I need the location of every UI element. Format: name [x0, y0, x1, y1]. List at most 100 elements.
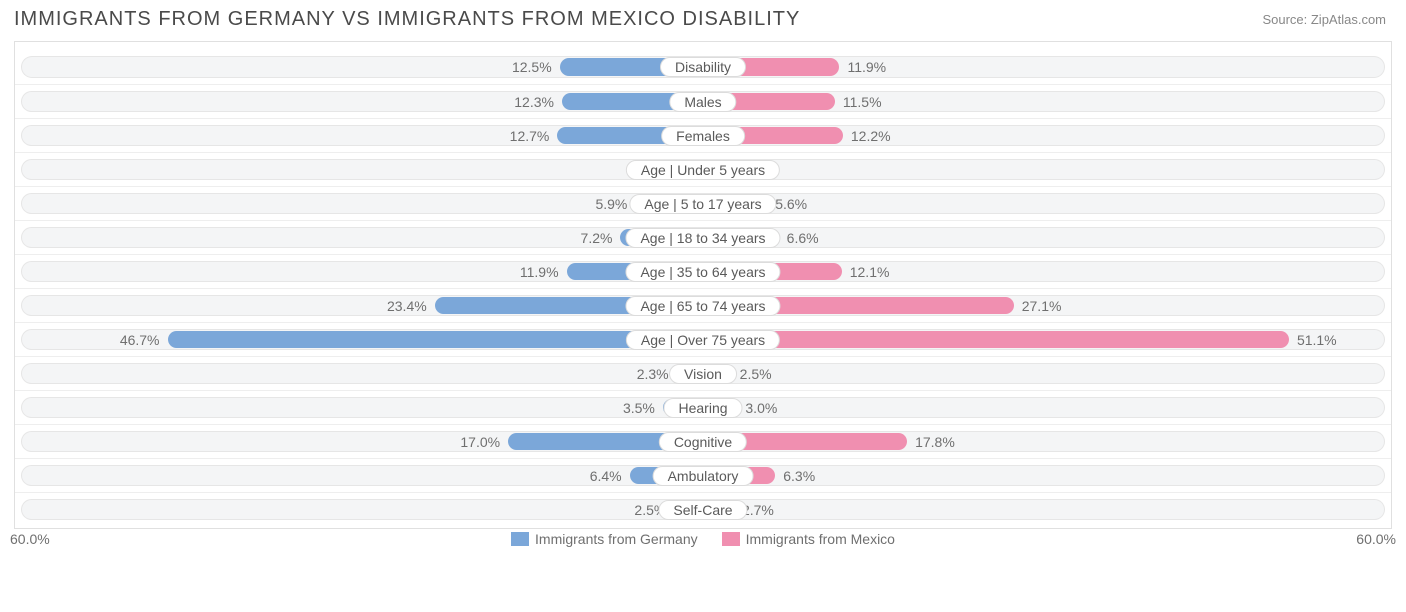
row-left-half: 46.7% — [15, 323, 703, 356]
value-left: 5.9% — [595, 196, 627, 212]
legend-label-left: Immigrants from Germany — [535, 531, 698, 547]
value-left: 11.9% — [520, 264, 559, 280]
track-right — [703, 499, 1385, 520]
value-left: 6.4% — [590, 468, 622, 484]
bar-right — [703, 331, 1289, 348]
value-right: 11.9% — [847, 59, 886, 75]
chart-row: 2.3% 2.5%Vision — [15, 356, 1391, 390]
chart-footer: 60.0% Immigrants from Germany Immigrants… — [0, 529, 1406, 547]
category-label: Age | Under 5 years — [626, 160, 780, 180]
row-right-half: 11.9% — [703, 50, 1391, 84]
row-right-half: 2.7% — [703, 493, 1391, 526]
value-left: 17.0% — [460, 434, 500, 450]
chart-row: 46.7% 51.1%Age | Over 75 years — [15, 322, 1391, 356]
chart-row: 3.5% 3.0%Hearing — [15, 390, 1391, 424]
value-right: 5.6% — [775, 196, 807, 212]
legend-item-left: Immigrants from Germany — [511, 531, 698, 547]
row-right-half: 6.3% — [703, 459, 1391, 492]
category-label: Disability — [660, 57, 746, 77]
row-left-half: 6.4% — [15, 459, 703, 492]
category-label: Age | Over 75 years — [626, 330, 780, 350]
value-right: 12.1% — [850, 264, 890, 280]
bar-left — [168, 331, 703, 348]
category-label: Age | 35 to 64 years — [625, 262, 780, 282]
track-left — [21, 397, 703, 418]
row-left-half: 11.9% — [15, 255, 703, 288]
row-left-half: 2.3% — [15, 357, 703, 390]
row-right-half: 1.2% — [703, 153, 1391, 186]
legend-swatch-right — [722, 532, 740, 546]
row-left-half: 1.4% — [15, 153, 703, 186]
value-right: 6.6% — [787, 230, 819, 246]
value-left: 7.2% — [581, 230, 613, 246]
category-label: Self-Care — [658, 500, 747, 520]
value-left: 23.4% — [387, 298, 427, 314]
chart-container: IMMIGRANTS FROM GERMANY VS IMMIGRANTS FR… — [0, 0, 1406, 612]
row-left-half: 12.7% — [15, 119, 703, 152]
row-right-half: 12.2% — [703, 119, 1391, 152]
value-right: 3.0% — [745, 400, 777, 416]
row-left-half: 5.9% — [15, 187, 703, 220]
value-left: 12.3% — [514, 94, 554, 110]
category-label: Cognitive — [659, 432, 747, 452]
row-left-half: 3.5% — [15, 391, 703, 424]
chart-row: 2.5%2.7%Self-Care — [15, 492, 1391, 526]
value-right: 27.1% — [1022, 298, 1062, 314]
track-left — [21, 363, 703, 384]
row-right-half: 11.5% — [703, 85, 1391, 118]
chart-title: IMMIGRANTS FROM GERMANY VS IMMIGRANTS FR… — [14, 8, 800, 31]
category-label: Hearing — [663, 398, 742, 418]
category-label: Females — [661, 126, 745, 146]
legend-label-right: Immigrants from Mexico — [746, 531, 895, 547]
value-left: 3.5% — [623, 400, 655, 416]
value-right: 6.3% — [783, 468, 815, 484]
legend-item-right: Immigrants from Mexico — [722, 531, 895, 547]
header: IMMIGRANTS FROM GERMANY VS IMMIGRANTS FR… — [0, 0, 1406, 37]
track-right — [703, 363, 1385, 384]
value-right: 17.8% — [915, 434, 955, 450]
value-right: 12.2% — [851, 128, 891, 144]
track-left — [21, 159, 703, 180]
row-left-half: 2.5% — [15, 493, 703, 526]
value-right: 2.5% — [740, 366, 772, 382]
chart-row: 12.5% 11.9% Disability — [15, 50, 1391, 84]
row-right-half: 17.8% — [703, 425, 1391, 458]
row-left-half: 17.0% — [15, 425, 703, 458]
legend: Immigrants from Germany Immigrants from … — [511, 531, 895, 547]
axis-max-right: 60.0% — [1356, 531, 1396, 547]
row-left-half: 7.2% — [15, 221, 703, 254]
row-right-half: 51.1% — [703, 323, 1391, 356]
chart-row: 7.2% 6.6% Age | 18 to 34 years — [15, 220, 1391, 254]
value-left: 12.5% — [512, 59, 552, 75]
chart-row: 12.7% 12.2% Females — [15, 118, 1391, 152]
category-label: Ambulatory — [653, 466, 754, 486]
category-label: Age | 5 to 17 years — [629, 194, 776, 214]
chart-row: 11.9% 12.1% Age | 35 to 64 years — [15, 254, 1391, 288]
value-right: 11.5% — [843, 94, 882, 110]
chart-row: 12.3%11.5%Males — [15, 84, 1391, 118]
row-left-half: 12.3% — [15, 85, 703, 118]
track-right — [703, 397, 1385, 418]
chart-row: 17.0% 17.8% Cognitive — [15, 424, 1391, 458]
track-right — [703, 159, 1385, 180]
category-label: Age | 18 to 34 years — [625, 228, 780, 248]
row-right-half: 3.0% — [703, 391, 1391, 424]
value-left: 2.3% — [637, 366, 669, 382]
chart-body: 12.5%11.9%Disability12.3%11.5%Males12.7%… — [14, 41, 1392, 529]
chart-row: 1.4%1.2%Age | Under 5 years — [15, 152, 1391, 186]
row-right-half: 6.6% — [703, 221, 1391, 254]
row-right-half: 2.5% — [703, 357, 1391, 390]
value-left: 12.7% — [510, 128, 550, 144]
row-right-half: 12.1% — [703, 255, 1391, 288]
chart-row: 5.9% 5.6%Age | 5 to 17 years — [15, 186, 1391, 220]
category-label: Vision — [669, 364, 737, 384]
row-right-half: 27.1% — [703, 289, 1391, 322]
row-left-half: 12.5% — [15, 50, 703, 84]
legend-swatch-left — [511, 532, 529, 546]
source-attribution: Source: ZipAtlas.com — [1262, 12, 1386, 27]
axis-max-left: 60.0% — [10, 531, 50, 547]
chart-row: 23.4%27.1%Age | 65 to 74 years — [15, 288, 1391, 322]
value-left: 46.7% — [120, 332, 160, 348]
track-left — [21, 499, 703, 520]
row-right-half: 5.6% — [703, 187, 1391, 220]
